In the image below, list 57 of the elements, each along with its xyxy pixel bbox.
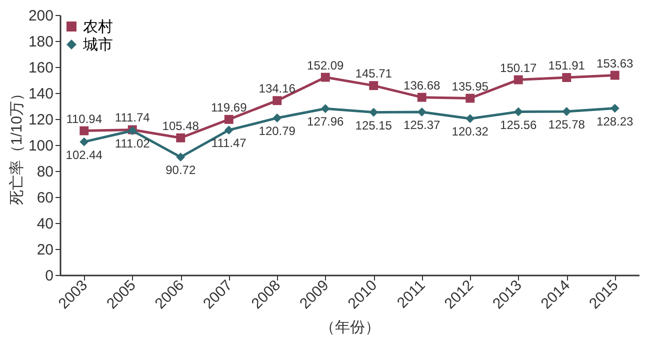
point [176, 133, 186, 142]
data-label: 125.15 [355, 118, 392, 132]
data-label: 128.23 [596, 114, 634, 128]
y-tick-label: 160 [28, 60, 54, 76]
data-label: 102.44 [66, 148, 103, 162]
point [417, 92, 426, 102]
data-label: 111.74 [114, 110, 150, 125]
data-label: 120.79 [258, 124, 296, 138]
y-tick-label: 0 [45, 268, 54, 284]
data-label: 90.72 [166, 163, 196, 178]
data-label: 136.68 [404, 78, 441, 92]
y-tick-label: 120 [28, 112, 54, 128]
y-tick-label: 180 [28, 34, 54, 50]
point [224, 114, 234, 124]
legend-label: 农村 [83, 18, 113, 36]
data-label: 127.96 [307, 114, 344, 129]
data-label: 111.02 [114, 136, 150, 151]
data-label: 110.94 [66, 112, 102, 126]
point [320, 104, 330, 114]
point [369, 81, 378, 90]
point [610, 70, 620, 80]
data-label: 134.16 [258, 82, 296, 96]
point [80, 126, 89, 136]
data-label: 145.71 [355, 66, 392, 81]
data-label: 152.09 [307, 58, 344, 72]
data-label: 153.63 [596, 56, 634, 70]
y-tick-label: 200 [28, 8, 54, 24]
data-label: 150.17 [500, 60, 538, 75]
point [224, 126, 234, 135]
data-label: 125.78 [548, 117, 586, 132]
x-axis-title: （年份） [320, 318, 380, 336]
y-tick-label: 100 [28, 138, 54, 154]
legend-label: 城市 [82, 36, 113, 54]
y-tick-label: 140 [28, 86, 54, 102]
y-tick-label: 40 [36, 216, 54, 232]
data-label: 125.37 [404, 118, 441, 132]
point [272, 96, 282, 106]
y-axis-title: 死亡率（1/10万） [8, 86, 26, 206]
data-label: 120.32 [452, 124, 489, 139]
point [610, 104, 620, 113]
y-tick-label: 80 [36, 164, 54, 180]
point [320, 72, 330, 82]
point [466, 114, 475, 124]
point [176, 152, 186, 162]
data-label: 105.48 [162, 118, 200, 133]
point [80, 137, 89, 146]
point [562, 73, 572, 82]
point [272, 114, 282, 122]
point [466, 94, 475, 103]
point [514, 75, 523, 84]
y-tick-label: 20 [36, 242, 54, 258]
y-tick-label: 60 [36, 190, 54, 206]
data-label: 111.47 [211, 136, 247, 150]
data-label: 135.95 [452, 79, 489, 94]
data-label: 125.56 [500, 118, 538, 132]
data-label: 119.69 [210, 100, 248, 114]
data-label: 151.91 [548, 58, 586, 73]
